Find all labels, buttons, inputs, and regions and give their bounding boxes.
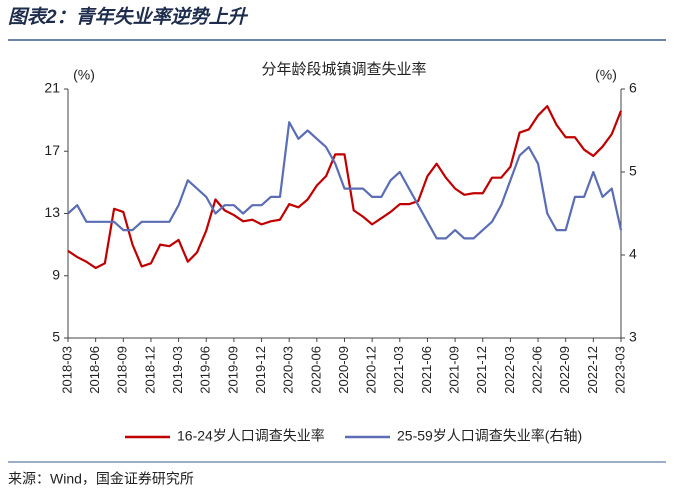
x-tick-label: 2018-03 [59, 346, 74, 394]
y2-tick-label: 5 [629, 163, 637, 179]
x-tick-label: 2019-06 [198, 346, 213, 394]
x-tick-label: 2018-06 [87, 346, 102, 394]
x-tick-label: 2021-03 [391, 346, 406, 394]
x-tick-label: 2022-09 [557, 346, 572, 394]
x-tick-label: 2020-09 [336, 346, 351, 394]
x-tick-label: 2019-12 [253, 346, 268, 394]
y2-axis-label: (%) [595, 67, 617, 83]
x-tick-label: 2021-06 [419, 346, 434, 394]
x-tick-label: 2021-09 [447, 346, 462, 394]
x-tick-label: 2022-03 [502, 346, 517, 394]
x-tick-label: 2020-12 [364, 346, 379, 394]
series-line [67, 121, 623, 240]
y-axis-label: (%) [73, 67, 95, 83]
x-tick-label: 2023-03 [612, 346, 627, 394]
x-tick-label: 2018-09 [115, 346, 130, 394]
legend-label: 16-24岁人口调查失业率 [177, 428, 325, 444]
y2-tick-label: 6 [629, 80, 637, 96]
chart-title: 分年龄段城镇调查失业率 [261, 61, 426, 78]
x-tick-label: 2022-12 [585, 346, 600, 394]
y-tick-label: 13 [44, 204, 60, 220]
series-line [67, 105, 623, 270]
x-tick-label: 2020-06 [308, 346, 323, 394]
x-tick-label: 2022-06 [529, 346, 544, 394]
y2-tick-label: 3 [629, 329, 637, 345]
y-tick-label: 17 [44, 142, 60, 158]
x-tick-label: 2019-09 [225, 346, 240, 394]
y2-tick-label: 4 [629, 246, 637, 262]
page-title: 图表2：青年失业率逆势上升 [8, 6, 249, 28]
legend-label: 25-59岁人口调查失业率(右轴) [397, 428, 582, 444]
x-tick-label: 2020-03 [281, 346, 296, 394]
y-tick-label: 9 [52, 266, 60, 282]
x-tick-label: 2021-12 [474, 346, 489, 394]
x-tick-label: 2018-12 [142, 346, 157, 394]
y-tick-label: 21 [44, 80, 60, 96]
x-tick-label: 2019-03 [170, 346, 185, 394]
source: 来源：Wind，国金证券研究所 [8, 471, 194, 487]
y-tick-label: 5 [52, 329, 60, 345]
